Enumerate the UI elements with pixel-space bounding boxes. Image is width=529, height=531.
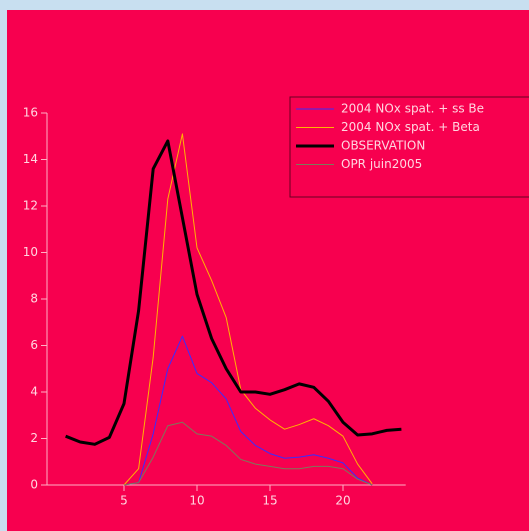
line-series — [123, 133, 373, 486]
y-tick-label: 6 — [30, 338, 38, 352]
y-tick-label: 16 — [23, 106, 38, 120]
line-series — [123, 335, 373, 486]
line-series — [123, 421, 373, 486]
legend-label: OBSERVATION — [341, 139, 425, 153]
legend-box — [289, 96, 529, 198]
x-tick-label: 20 — [335, 494, 350, 508]
x-tick-label: 10 — [189, 494, 204, 508]
legend-label: 2004 NOx spat. + Beta — [341, 120, 480, 134]
legend: 2004 NOx spat. + ss Be 2004 NOx spat. + B… — [289, 96, 529, 198]
y-tick-label: 12 — [23, 199, 38, 213]
y-tick-label: 4 — [30, 385, 38, 399]
x-tick-label: 5 — [120, 494, 128, 508]
line-series — [65, 139, 402, 446]
y-tick-label: 8 — [30, 292, 38, 306]
legend-label: 2004 NOx spat. + ss Be — [341, 102, 484, 116]
y-tick-label: 0 — [30, 478, 38, 492]
legend-label: OPR juin2005 — [341, 157, 422, 171]
y-tick-label: 10 — [23, 245, 38, 259]
x-tick-label: 15 — [262, 494, 277, 508]
y-tick-label: 2 — [30, 431, 38, 445]
y-tick-label: 14 — [23, 152, 38, 166]
